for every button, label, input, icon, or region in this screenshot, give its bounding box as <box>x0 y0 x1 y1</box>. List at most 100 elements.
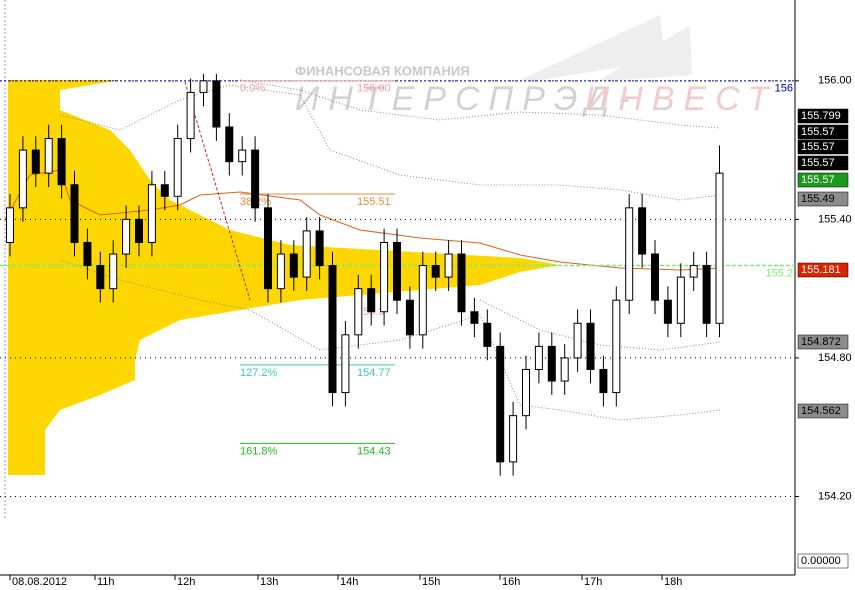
candle <box>251 136 260 222</box>
candle <box>638 193 647 268</box>
fib-price: 154.77 <box>357 367 391 379</box>
candle-body <box>405 299 414 336</box>
candle-body <box>431 265 440 278</box>
candle <box>431 251 440 291</box>
candle <box>315 217 324 280</box>
candle <box>625 193 634 315</box>
candle <box>663 286 672 338</box>
x-tick-label: 18h <box>664 576 682 588</box>
price-label-box <box>797 108 849 124</box>
candle-body <box>625 207 634 301</box>
candle <box>109 240 118 303</box>
price-label: 0.00000 <box>801 555 841 567</box>
candle-body <box>393 241 401 301</box>
candle-body <box>715 172 724 324</box>
price-label: 155.57 <box>801 126 835 138</box>
candle <box>534 332 543 384</box>
upper-band <box>59 84 721 201</box>
fib-price: 154.43 <box>357 445 391 457</box>
candle-body <box>534 345 543 370</box>
candle-body <box>212 80 221 128</box>
candle <box>160 170 169 211</box>
candle-body <box>328 265 337 394</box>
candle <box>57 124 66 199</box>
x-tick-label: 12h <box>177 576 195 588</box>
candle <box>547 332 556 395</box>
candle-body <box>702 265 711 324</box>
price-label: 154.562 <box>801 405 841 417</box>
price-label: 155.181 <box>801 264 841 276</box>
candle <box>444 240 453 291</box>
candle <box>18 136 27 222</box>
candle <box>173 124 182 211</box>
candle-body <box>6 207 14 243</box>
watermark-name: ИНВЕСТ <box>585 80 777 118</box>
candle <box>676 263 685 338</box>
candle <box>612 286 621 407</box>
candle-body <box>122 218 131 255</box>
candle <box>496 332 505 476</box>
x-tick-label: 15h <box>422 576 440 588</box>
candle <box>199 73 208 107</box>
candle-body <box>676 276 685 324</box>
candle-body <box>264 207 272 290</box>
candle-body <box>418 265 427 336</box>
watermark: ФИНАНСОВАЯ КОМПАНИЯ ИНТЕРСПРЭД- ИНВЕСТ <box>295 15 777 118</box>
candle-body <box>31 149 40 174</box>
x-tick-label: 11h <box>97 576 115 588</box>
price-label-box <box>797 262 849 278</box>
candle <box>44 124 53 188</box>
candle-body <box>341 334 350 394</box>
candle <box>264 193 272 303</box>
candle <box>509 401 518 476</box>
candle <box>302 217 311 291</box>
candle-body <box>547 345 556 382</box>
candle <box>122 205 131 268</box>
candle <box>354 274 363 349</box>
fib-percent: 127.2% <box>240 367 278 379</box>
candle <box>328 251 337 407</box>
price-label-box <box>797 139 849 155</box>
candle <box>238 136 247 176</box>
candle <box>522 355 530 430</box>
price-label-box <box>797 124 849 140</box>
candle <box>470 297 479 338</box>
price-label-box <box>797 191 849 207</box>
candle <box>573 309 582 372</box>
candle-body <box>444 253 453 278</box>
candle-body <box>18 149 27 209</box>
candle <box>393 228 401 315</box>
candle-body <box>457 253 466 313</box>
candle-body <box>483 322 492 347</box>
candle-body <box>573 322 582 359</box>
candle <box>276 240 285 303</box>
candle-body <box>496 345 505 463</box>
candle-body <box>83 241 92 267</box>
candle-body <box>57 138 66 186</box>
candle-body <box>689 265 698 278</box>
candle-body <box>251 149 260 209</box>
candle <box>689 251 698 291</box>
candle-body <box>380 241 389 313</box>
candle <box>405 286 414 349</box>
candle <box>31 136 40 188</box>
x-tick-label: 16h <box>502 576 520 588</box>
price-label-box <box>797 553 849 569</box>
candle <box>702 251 711 338</box>
candle-body <box>638 207 647 255</box>
candle <box>380 228 389 326</box>
candle <box>367 274 376 326</box>
x-tick-label: 14h <box>340 576 358 588</box>
price-label-box <box>797 334 849 350</box>
price-label-box <box>797 155 849 171</box>
candle-body <box>612 299 621 394</box>
candle-body <box>599 368 608 394</box>
watermark-name: ИНТЕРСПРЭД- <box>295 80 639 118</box>
candle <box>560 344 569 395</box>
candle-body <box>289 253 298 278</box>
candle <box>586 309 595 384</box>
candle-body <box>367 288 376 313</box>
candle <box>651 240 659 315</box>
candle <box>135 205 143 257</box>
